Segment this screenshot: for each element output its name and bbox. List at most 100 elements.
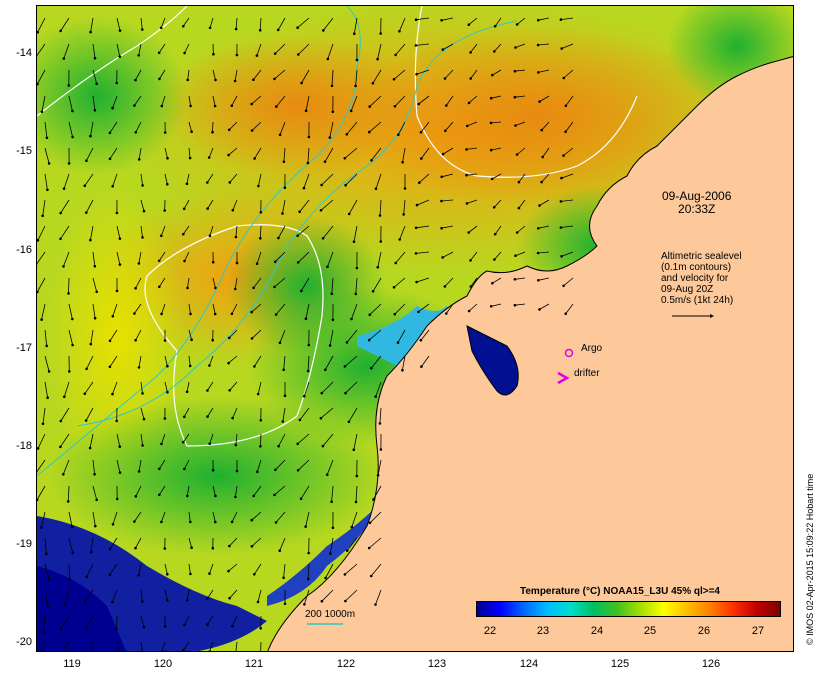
velocity-arrow-head (392, 78, 396, 81)
sst-map[interactable] (36, 5, 794, 652)
velocity-arrow-head (213, 312, 217, 316)
velocity-arrow (62, 459, 70, 475)
velocity-arrow-head (374, 187, 378, 190)
velocity-arrow-head (118, 445, 122, 448)
velocity-arrow-head (296, 469, 300, 472)
velocity-arrow-head (465, 202, 469, 205)
velocity-arrow-head (250, 337, 254, 340)
velocity-arrow (441, 173, 454, 178)
velocity-arrow-head (297, 53, 300, 56)
velocity-arrow-head (354, 500, 358, 504)
velocity-arrow-head (141, 444, 144, 447)
velocity-arrow-head (325, 473, 329, 477)
velocity-arrow-head (212, 52, 215, 56)
argo-float-marker[interactable] (564, 348, 574, 358)
velocity-arrow (355, 485, 358, 502)
velocity-arrow (164, 563, 168, 575)
velocity-arrow (63, 173, 70, 189)
drifter-marker[interactable] (557, 371, 570, 385)
velocity-arrow (541, 121, 550, 131)
velocity-arrow-head (515, 153, 519, 156)
velocity-arrow (184, 251, 190, 262)
velocity-arrow (297, 225, 310, 237)
velocity-arrow-head (158, 467, 161, 471)
velocity-arrow (329, 537, 334, 554)
velocity-arrow (538, 251, 550, 254)
velocity-arrow-head (467, 309, 471, 313)
velocity-arrow-head (108, 339, 112, 343)
velocity-arrow-head (47, 162, 51, 165)
velocity-arrow (160, 17, 166, 28)
velocity-arrow-head (562, 76, 566, 80)
velocity-arrow (234, 69, 238, 81)
velocity-arrow-head (559, 200, 563, 203)
velocity-arrow-head (134, 546, 137, 550)
velocity-arrow-head (298, 418, 302, 422)
velocity-arrow (344, 147, 358, 159)
velocity-arrow-head (189, 312, 192, 316)
velocity-arrow (307, 147, 310, 164)
velocity-arrow-head (306, 161, 310, 165)
velocity-arrow-head (190, 546, 193, 549)
velocity-arrow-head (344, 183, 347, 187)
velocity-arrow (492, 69, 502, 76)
velocity-arrow (344, 563, 358, 575)
velocity-arrow (37, 251, 46, 265)
king-sound (466, 325, 519, 396)
velocity-arrow (351, 303, 358, 320)
velocity-arrow-head (469, 259, 472, 262)
date-annotation: 09-Aug-2006 20:33Z (662, 190, 731, 216)
velocity-arrow (253, 277, 262, 289)
velocity-arrow-head (37, 239, 40, 242)
velocity-arrow (565, 95, 574, 107)
velocity-arrow (92, 511, 96, 527)
velocity-arrow (283, 563, 286, 578)
velocity-arrow-head (467, 231, 471, 234)
colorbar-tick: 23 (536, 625, 550, 637)
velocity-arrow (251, 329, 262, 339)
velocity-arrow-head (70, 525, 74, 529)
velocity-arrow-head (235, 469, 239, 473)
velocity-arrow-head (492, 206, 496, 209)
velocity-arrow (134, 511, 142, 522)
velocity-arrow-head (304, 525, 308, 528)
velocity-arrow (188, 95, 191, 106)
velocity-arrow-head (160, 442, 163, 446)
velocity-arrow (515, 121, 526, 126)
velocity-arrow (231, 511, 238, 523)
velocity-arrow (373, 485, 382, 500)
velocity-arrow (470, 277, 478, 287)
velocity-arrow-head (278, 549, 281, 552)
velocity-arrow-head (182, 440, 185, 444)
velocity-arrow (259, 225, 262, 239)
velocity-arrow-head (111, 523, 115, 526)
velocity-arrow (516, 225, 526, 233)
velocity-arrow (260, 433, 262, 447)
velocity-arrow (92, 43, 96, 59)
velocity-arrow-head (328, 136, 332, 139)
velocity-arrow-head (142, 625, 146, 629)
velocity-arrow (491, 303, 502, 307)
velocity-arrow-head (214, 520, 217, 524)
velocity-arrow (140, 615, 145, 628)
velocity-arrow (516, 147, 526, 155)
velocity-arrow-head (259, 445, 262, 448)
velocity-arrow (116, 459, 121, 473)
velocity-arrow-head (541, 155, 544, 159)
velocity-arrow (228, 355, 238, 364)
velocity-arrow-head (95, 498, 98, 502)
velocity-arrow-head (183, 51, 186, 55)
velocity-arrow (399, 225, 406, 240)
velocity-arrow-head (141, 236, 144, 239)
velocity-arrow (68, 329, 73, 346)
velocity-arrow-head (331, 526, 335, 530)
velocity-arrow-head (321, 444, 325, 448)
velocity-arrow (140, 407, 145, 420)
velocity-arrow (116, 43, 121, 57)
velocity-arrow (397, 329, 406, 343)
velocity-arrow (321, 589, 334, 602)
ytick-label: -16 (16, 244, 32, 256)
velocity-arrow-head (133, 520, 136, 523)
velocity-arrow (301, 69, 310, 84)
velocity-arrow-head (296, 26, 299, 30)
